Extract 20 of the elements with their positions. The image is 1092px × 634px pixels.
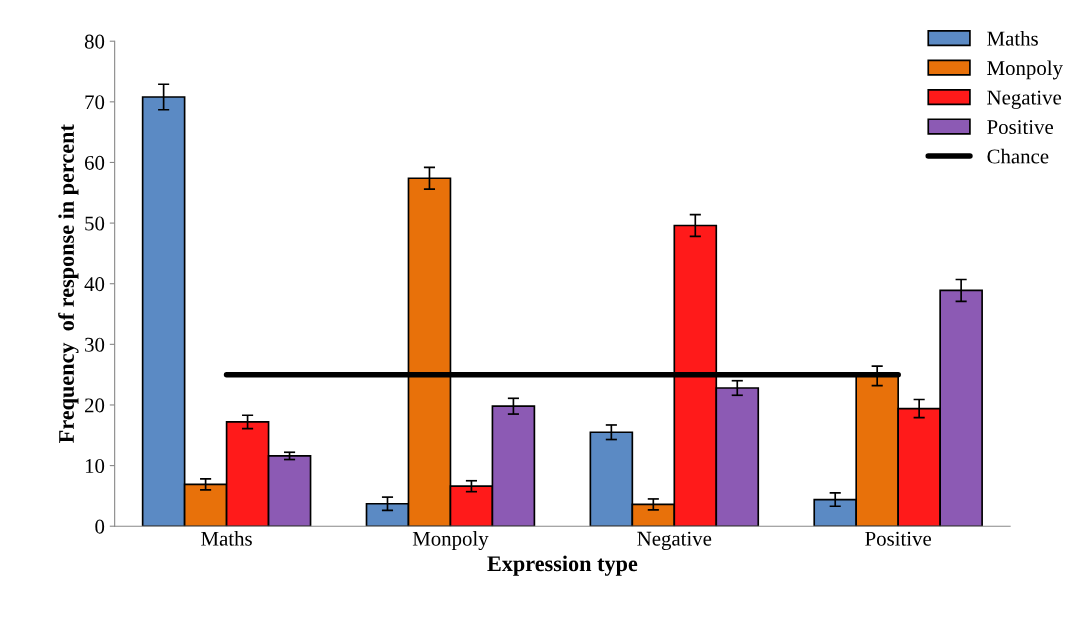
y-tick-label: 30 [85,337,105,352]
y-tick-label: 80 [84,34,105,49]
y-tick-label: 0 [95,519,105,534]
y-axis-title: Frequency of response in percent [58,124,79,443]
legend-label: Monpoly [987,60,1063,80]
y-tick-label: 70 [85,95,105,110]
legend-label: Positive [987,120,1054,135]
y-tick-label: 50 [85,216,105,231]
x-tick-label: Negative [637,531,712,550]
y-tick-label: 60 [85,155,105,170]
x-axis-title: Expression type [487,555,638,576]
x-tick-label: Maths [201,531,252,546]
x-tick-label: Monpoly [412,531,489,551]
y-tick-label: 10 [85,458,105,474]
legend-label: Maths [987,30,1038,46]
legend-label: Negative [987,90,1062,109]
y-tick-label: 20 [85,398,105,413]
y-tick-label: 40 [84,277,105,292]
x-tick-label: Positive [865,531,932,546]
legend-label: Chance [987,148,1049,164]
